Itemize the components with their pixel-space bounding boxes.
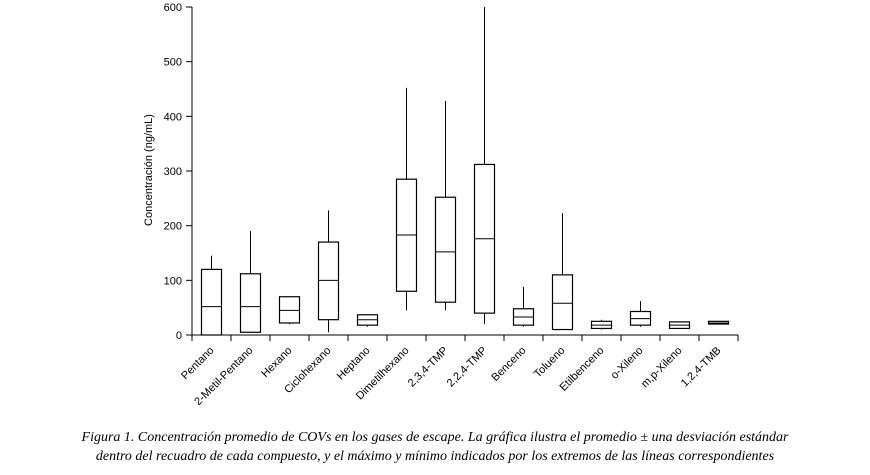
box-2 (239, 231, 262, 333)
y-tick-label: 100 (164, 275, 182, 287)
x-tick-label: Tolueno (532, 345, 568, 381)
caption-line-1: Figura 1. Concentración promedio de COVs… (81, 430, 789, 445)
box-13 (668, 321, 691, 330)
box-5 (356, 314, 379, 327)
box-10 (551, 213, 574, 331)
box-12 (629, 301, 652, 327)
x-tick-label: Hexano (259, 345, 294, 380)
x-axis (191, 334, 739, 341)
box-11 (590, 319, 613, 330)
box-8 (473, 7, 496, 325)
x-tick-label: o-Xileno (609, 345, 646, 382)
box-series (200, 7, 730, 336)
y-tick-label: 200 (164, 221, 182, 233)
x-tick-label: 2,3,4-TMP (406, 345, 451, 390)
y-tick-label: 300 (164, 166, 182, 178)
box-rect (200, 268, 223, 336)
y-axis-title: Concentración (ng/mL) (143, 114, 155, 226)
box-rect (434, 196, 457, 303)
y-tick-label: 600 (164, 2, 182, 14)
box-rect (278, 296, 301, 324)
x-tick-label: Benceno (489, 345, 528, 384)
box-9 (512, 286, 535, 327)
x-tick-label: 2,2,4-TMP (445, 345, 490, 390)
y-axis: 0 100 200 300 400 500 600 (164, 2, 193, 342)
y-tick-label: 0 (176, 330, 182, 342)
box-rect (317, 241, 340, 321)
box-rect (551, 274, 574, 331)
x-tick-label: Pentano (179, 345, 216, 382)
box-6 (395, 87, 418, 311)
box-14 (707, 320, 730, 325)
x-tick-label: Heptano (335, 345, 373, 383)
box-rect (239, 273, 262, 333)
caption-line-2: dentro del recuadro de cada compuesto, y… (95, 449, 775, 464)
box-7 (434, 101, 457, 311)
x-tick-label: 1,2,4-TMB (679, 345, 724, 390)
x-tick-label: m,p-Xileno (639, 345, 685, 391)
figure-caption: Figura 1. Concentración promedio de COVs… (0, 428, 870, 466)
box-3 (278, 296, 301, 325)
y-tick-label: 500 (164, 57, 182, 69)
box-4 (317, 210, 340, 333)
y-tick-label: 400 (164, 111, 182, 123)
box-1 (200, 255, 223, 336)
